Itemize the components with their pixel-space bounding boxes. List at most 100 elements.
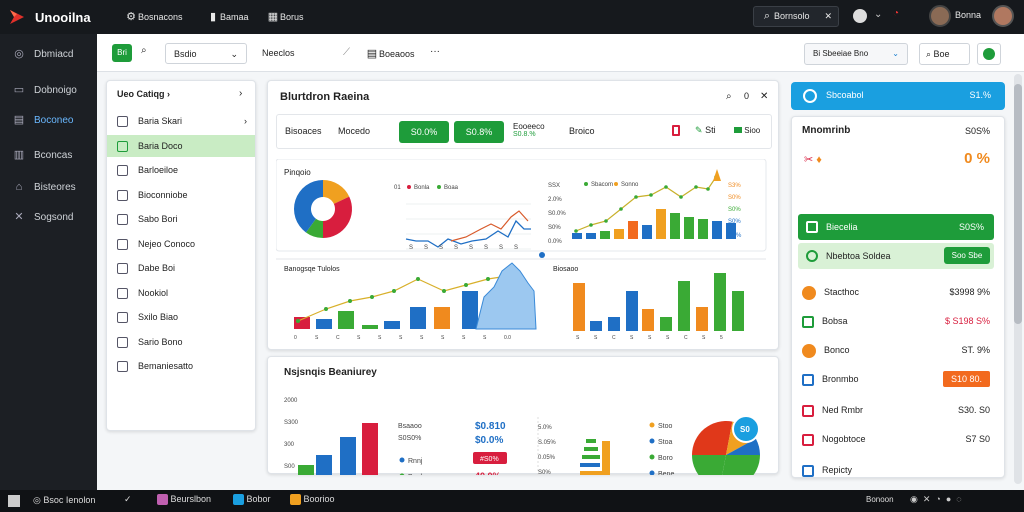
chart-b-point [694,185,698,189]
green-metric[interactable]: Biecelia S0S% [798,214,994,240]
metric-button-2[interactable]: S0.8% [454,121,504,143]
list-item[interactable]: Nejeo Conoco [107,233,255,255]
taskbar-app-2[interactable]: Bobor [233,494,271,506]
sidebar-item-4[interactable]: ▥ Bconcas [0,145,97,167]
sidebar-item-2[interactable]: ▭ Dobnoigo [0,80,97,102]
tray-icons[interactable]: ◉ ✕ ◔ ● ◌ [910,494,962,504]
list-item[interactable]: Dabe Boi [107,257,255,279]
topbar-nav-1[interactable]: ⚙ Bosnacons [124,10,182,24]
list-item[interactable]: Bioconniobe [107,184,255,206]
send-icon[interactable]: ⟋ [343,47,350,58]
list-item[interactable]: Bemaniesatto [107,355,255,377]
chart-a-x-tick: S [409,245,413,251]
taskbar-app-3[interactable]: Boorioo [290,494,335,506]
refresh-button[interactable] [977,43,1001,65]
bottom-charts: 2000S300300S00S0SES2SS00BsaaooS0S0%RnnjB… [284,398,760,475]
search-box-text: Boe [933,49,950,59]
info-icon[interactable]: 0 [744,91,750,101]
document-label: Boeaoos [379,49,415,59]
trash-icon[interactable] [672,125,680,136]
flame-icon: ✂ ♦ [804,154,822,166]
sidebar-item-5-label: Bisteores [34,182,76,193]
edit-button[interactable]: ✎ Sti [695,125,716,136]
list-item[interactable]: Sxilo Biao [107,306,255,328]
bottom-y2-tick: S.05% [538,440,556,446]
user-name[interactable]: Bonna [955,10,982,20]
topbar-nav-2[interactable]: ▮ Bamaa [206,10,249,24]
list-item[interactable]: Baria Doco [107,134,255,157]
chart-c-x-tick: S [315,335,319,341]
scrollbar-thumb[interactable] [1014,84,1022,324]
metric-button-1[interactable]: S0.0% [399,121,449,143]
chart-d-x-tick: 5 [720,335,723,341]
app2-icon [233,494,244,506]
category-list-header[interactable]: Ueo Catiqg › [117,89,170,99]
sidebar-item-3[interactable]: ▤ Boconeo [0,110,97,132]
list-item[interactable]: Sario Bono [107,331,255,353]
bottom-y-tick: 2000 [284,398,298,404]
topbar-nav-3[interactable]: ▦ Borus [266,10,304,24]
chart-c-bar [362,325,378,329]
list-item[interactable]: Baria Skari › [107,110,255,132]
sidebar-item-1[interactable]: ◎ Dbmiacd [0,44,97,66]
sidebar-item-1-label: Dbmiacd [34,49,74,60]
status-icon [734,127,742,133]
bottom-legend-label: Bene [658,471,674,475]
metric-row-value: ST. 9% [961,345,990,355]
profile-avatar[interactable] [992,5,1014,27]
taskbar-app-1-label: Beurslbon [170,494,212,504]
range-select[interactable]: Bi Sbeeiae Bno ⌄ [804,43,908,65]
chevron-down-icon[interactable]: ⌄ [874,9,883,20]
search-box[interactable]: ⌕ Boe [919,43,970,65]
search-icon[interactable]: ⌕ [726,91,732,102]
neeclos-field[interactable]: Neeclos [262,48,295,58]
more-button[interactable]: ··· [430,46,440,57]
chevron-right-icon[interactable]: › [239,88,243,99]
toolbar: Bri ⌕ Bsdio ⌄ Neeclos ⟋ ▤ Boeaoos ··· Bi S… [97,34,1024,72]
notification-bell-icon[interactable]: ◔ [893,8,900,19]
metric-row[interactable]: Bobsa $ S198 S% [802,310,996,332]
right-header[interactable]: Sbcoabol S1.% [791,82,1005,110]
chart-d-x-tick: S [666,335,670,341]
windows-start-icon[interactable] [8,495,20,507]
metric-row[interactable]: Bonco ST. 9% [802,339,996,361]
chevron-icon[interactable]: ✓ [124,494,132,504]
list-item[interactable]: Nookiol [107,282,255,304]
chart-d-x-tick: S [702,335,706,341]
chart-d-bar [590,321,602,331]
close-icon[interactable]: ✕ [760,91,769,102]
sidebar-item-6[interactable]: ✕ Sogsond [0,207,97,229]
avatar[interactable] [929,5,951,27]
chart-c-bar [338,311,354,329]
bottom-legend-label: Boro [658,455,673,462]
search-icon[interactable]: ⌕ [141,45,147,56]
legend-dot [649,470,655,475]
taskbar-app-1[interactable]: Beurslbon [157,494,212,506]
filter-select[interactable]: Bsdio ⌄ [165,43,247,64]
metric-row[interactable]: Stacthoc $3998 9% [802,281,996,303]
chart-b-bar [698,219,708,239]
app-badge[interactable]: Bri [112,44,132,62]
document-button[interactable]: ▤ Boeaoos [365,47,415,61]
tab-mocedo[interactable]: Mocedo [338,126,371,136]
status-badge[interactable]: Sioo [734,126,760,135]
metric-row[interactable]: Nogobtoce S7 S0 [802,428,996,450]
chart-d-x-tick: S [576,335,580,341]
list-item[interactable]: Barloeiloe [107,159,255,181]
scrollbar[interactable] [1014,74,1022,484]
chart-d-bar [696,307,708,331]
legend-dot [649,438,655,444]
tab-bisoaces[interactable]: Bisoaces [285,126,322,136]
sidebar-item-5[interactable]: ⌂ Bisteores [0,177,97,199]
sub-metric-button[interactable]: Soo Sbe [944,247,990,264]
list-item-label: Barloeiloe [138,165,179,175]
shield-icon[interactable] [853,9,867,23]
taskbar-search[interactable]: ◎ Bsoc Ienolon [33,495,95,506]
close-icon[interactable]: ✕ [824,11,832,21]
list-item[interactable]: Sabo Bori [107,208,255,230]
stat-label-2: S0S0% [398,435,421,442]
topbar-search[interactable]: ⌕ Bornsolo ✕ [753,6,839,27]
metric-row[interactable]: Ned Rmbr S30. S0 [802,399,996,421]
metric-row[interactable]: Repicty [802,459,996,481]
metric-row[interactable]: Bronmbo S10 80. [802,368,996,390]
